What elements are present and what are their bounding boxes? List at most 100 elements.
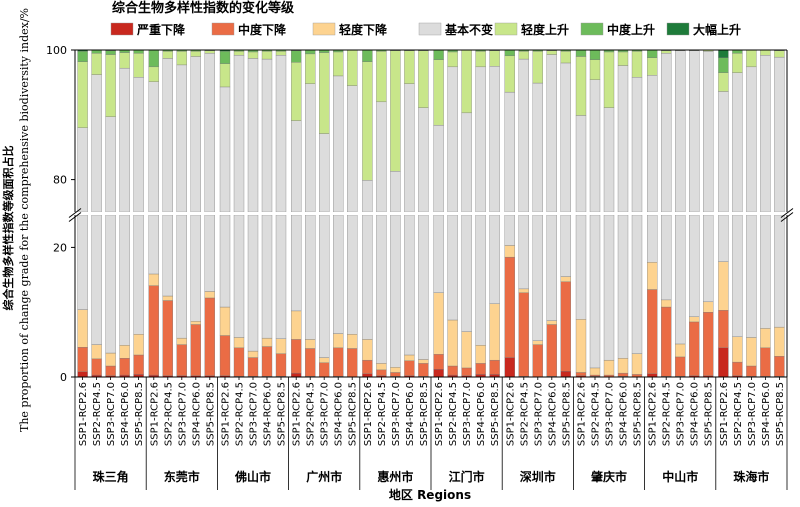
bar-segment <box>689 321 700 376</box>
bar-segment <box>233 337 245 349</box>
x-tick-label: SSP1-RCP2.6 <box>434 382 445 446</box>
bar-segment <box>518 292 529 377</box>
bar-segment <box>347 214 358 335</box>
bar-segment <box>475 214 486 346</box>
bar-segment <box>219 51 231 64</box>
bar-segment <box>291 120 302 213</box>
bar-segment <box>732 361 743 376</box>
bar-segment <box>504 357 515 378</box>
bar-segment <box>77 61 88 128</box>
bar-segment <box>275 51 287 56</box>
bar-segment <box>703 312 714 376</box>
bar-segment <box>718 57 729 73</box>
bar-segment <box>518 288 529 293</box>
x-tick-label: SSP5-RCP8.5 <box>704 382 715 446</box>
bar-segment <box>319 133 330 213</box>
axis-break-mark <box>68 212 82 222</box>
bar-segment <box>404 83 415 213</box>
bar-segment <box>233 55 245 213</box>
bar-segment <box>119 67 130 213</box>
bar-segment <box>475 51 486 68</box>
x-tick-label: SSP3-RCP7.0 <box>605 382 616 446</box>
bar-segment <box>319 362 330 378</box>
bar-segment <box>518 58 529 213</box>
bar-segment <box>305 53 316 84</box>
bar-segment <box>560 370 571 378</box>
x-tick-label: SSP2-RCP4.5 <box>235 382 246 446</box>
x-tick-label: SSP3-RCP7.0 <box>391 382 402 446</box>
bar-segment <box>617 358 629 374</box>
bar-segment <box>291 214 302 312</box>
x-tick-label: SSP4-RCP6.0 <box>405 382 416 446</box>
bar-segment <box>347 49 358 86</box>
axis-break-mark <box>68 208 82 218</box>
bar-segment <box>546 324 557 377</box>
x-tick-label: SSP3-RCP7.0 <box>320 382 331 446</box>
bar-segment <box>661 214 672 301</box>
bar-segment <box>204 50 215 54</box>
bar-segment <box>362 49 373 62</box>
bar-segment <box>546 214 557 321</box>
x-tick-label: SSP4-RCP6.0 <box>690 382 701 446</box>
bar-segment <box>133 334 144 356</box>
bar-segment <box>119 345 130 359</box>
bar-segment <box>219 306 231 336</box>
bar-segment <box>718 310 729 349</box>
bar-segment <box>404 214 415 356</box>
bar-segment <box>133 214 144 335</box>
bar-segment <box>319 357 330 363</box>
bar-segment <box>347 85 358 213</box>
bar-segment <box>475 66 486 213</box>
x-tick-label: SSP3-RCP7.0 <box>177 382 188 446</box>
region-label: 中山市 <box>662 469 698 484</box>
bar-segment <box>589 49 601 60</box>
bar-segment <box>461 331 472 369</box>
bar-segment <box>461 214 472 332</box>
bar-segment <box>718 214 729 262</box>
y-axis: 0 20 80 100 <box>46 44 795 384</box>
bar-segment <box>176 337 187 345</box>
bar-segment <box>176 344 187 376</box>
bar-segment <box>162 51 173 59</box>
bar-segment <box>532 344 543 378</box>
bar-segment <box>718 72 729 92</box>
bar-segment <box>560 276 571 282</box>
bar-segment <box>447 319 458 367</box>
bar-segment <box>233 51 245 56</box>
bar-segment <box>291 339 302 374</box>
x-tick-label: SSP3-RCP7.0 <box>747 382 758 446</box>
bar-segment <box>546 320 557 325</box>
bar-segment <box>433 214 444 293</box>
bar-segment <box>333 214 344 334</box>
legend-label: 轻度上升 <box>521 22 569 37</box>
bar-segment <box>418 50 429 108</box>
x-tick-label: SSP5-RCP8.5 <box>419 382 430 446</box>
bar-segment <box>461 112 472 213</box>
bar-segment <box>362 214 373 340</box>
bar-segment <box>760 214 771 329</box>
x-tick-label: SSP2-RCP4.5 <box>591 382 602 446</box>
bar-segment <box>546 54 557 213</box>
bar-segment <box>305 339 316 349</box>
bar-segment <box>504 245 515 258</box>
bar-segment <box>133 77 144 213</box>
bar-segment <box>261 58 273 213</box>
plot-area <box>77 49 785 378</box>
bar-segment <box>689 50 700 213</box>
legend-swatch <box>312 22 336 36</box>
bar-segment <box>661 306 672 377</box>
bar-segment <box>119 358 130 376</box>
bar-segment <box>91 214 102 345</box>
bar-segment <box>589 367 601 376</box>
bar-segment <box>433 292 444 355</box>
bar-segment <box>489 359 500 375</box>
x-tick-label: SSP5-RCP8.5 <box>633 382 644 446</box>
bar-segment <box>732 72 743 213</box>
bar-segment <box>760 55 771 213</box>
region-label: 珠海市 <box>733 469 769 484</box>
bar-segment <box>162 300 173 376</box>
bar-segment <box>148 214 159 275</box>
bar-segment <box>560 281 571 372</box>
bar-segment <box>703 301 714 313</box>
